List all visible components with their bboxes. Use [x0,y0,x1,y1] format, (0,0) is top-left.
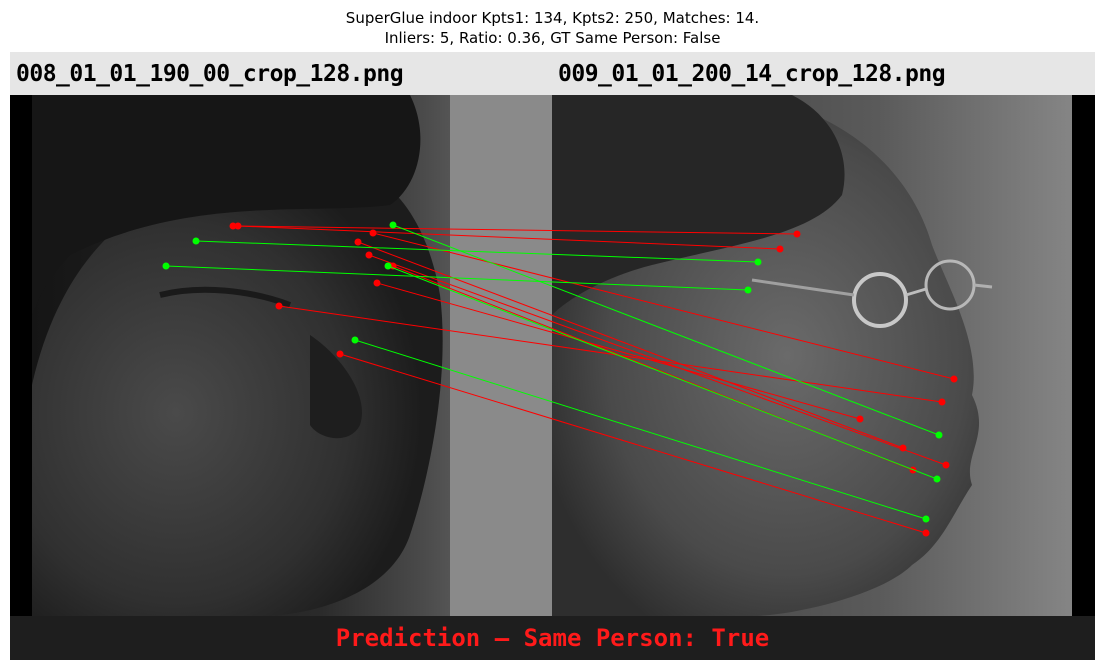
left-face-image [10,95,552,616]
outlier-match-line [357,241,904,449]
outlier-keypoint [336,350,344,358]
outlier-keypoint [354,238,362,246]
inlier-keypoint [933,475,941,483]
outlier-matches [229,222,958,537]
outlier-keypoint [275,302,283,310]
inlier-match-line [387,265,938,480]
outlier-match-line [376,282,861,420]
outlier-keypoint [234,222,242,230]
outlier-keypoint [776,245,784,253]
figure-title: SuperGlue indoor Kpts1: 134, Kpts2: 250,… [0,8,1105,48]
left-image-filename: 008_01_01_190_00_crop_128.png [16,61,404,87]
right-image-filename: 009_01_01_200_14_crop_128.png [558,61,946,87]
outlier-keypoint [950,375,958,383]
outlier-keypoint [373,279,381,287]
outlier-keypoint [942,461,950,469]
inlier-keypoint [744,286,752,294]
filename-header-bar: 008_01_01_190_00_crop_128.png 009_01_01_… [10,52,1095,95]
inlier-keypoint [192,237,200,245]
title-line-2: Inliers: 5, Ratio: 0.36, GT Same Person:… [384,29,721,47]
outlier-keypoint [365,251,373,259]
inlier-match-line [354,339,927,520]
match-lines-overlay [162,221,958,537]
outlier-keypoint [856,415,864,423]
outlier-keypoint [369,229,377,237]
inlier-match-line [392,224,940,436]
outlier-keypoint [793,230,801,238]
prediction-footer-bar: Prediction — Same Person: True [10,616,1095,660]
inlier-keypoint [389,221,397,229]
inlier-match-line [195,240,759,263]
inlier-keypoint [935,431,943,439]
inlier-keypoint [922,515,930,523]
inlier-keypoint [162,262,170,270]
outlier-keypoint [922,529,930,537]
outlier-match-line [368,254,947,466]
outlier-match-line [372,232,955,380]
match-visualization: 008_01_01_190_00_crop_128.png 009_01_01_… [10,52,1095,660]
inlier-match-line [165,265,749,291]
right-face-image [552,95,1095,616]
title-line-1: SuperGlue indoor Kpts1: 134, Kpts2: 250,… [345,9,760,27]
outlier-keypoint [938,398,946,406]
inlier-matches [162,221,943,523]
outlier-match-line [339,353,927,534]
prediction-label: Prediction — Same Person: True [335,624,770,652]
outlier-match-line [232,225,798,235]
outlier-match-line [278,305,943,403]
outlier-keypoint [899,444,907,452]
inlier-keypoint [754,258,762,266]
inlier-keypoint [351,336,359,344]
outlier-match-line [237,225,781,250]
inlier-keypoint [384,262,392,270]
